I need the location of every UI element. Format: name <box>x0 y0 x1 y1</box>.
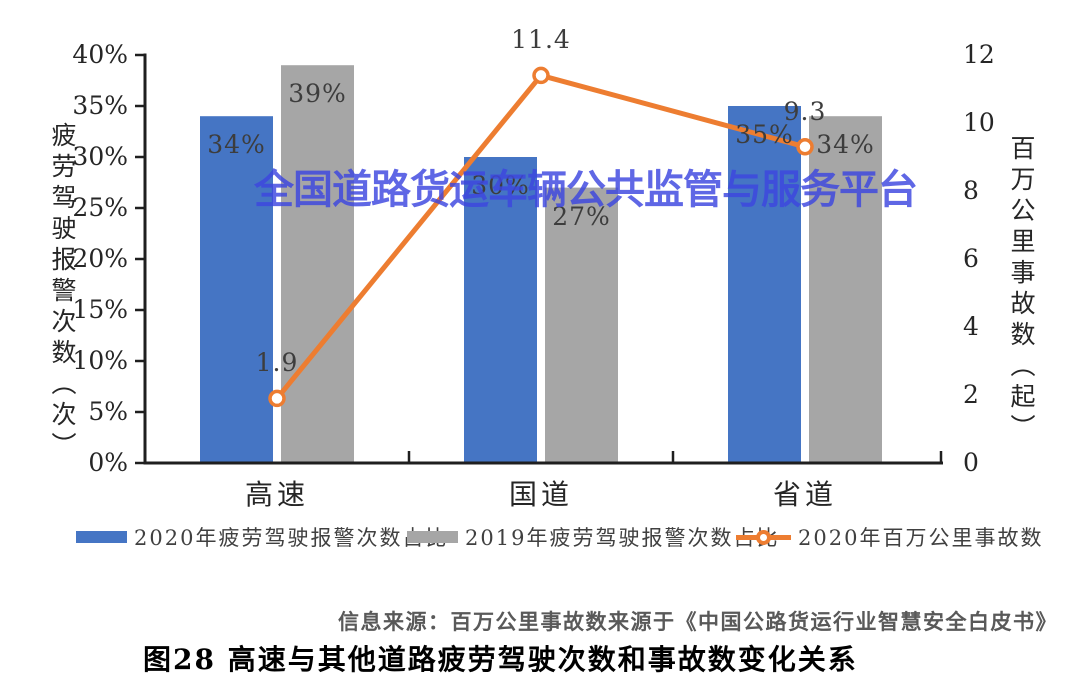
bar-2019年疲劳驾驶报警次数占比-国道 <box>545 187 618 463</box>
legend-item-2019-bar: 2019年疲劳驾驶报警次数占比 <box>407 522 779 552</box>
right-axis-title: 百万公里事故数（起） <box>1007 135 1036 445</box>
chart-legend: 2020年疲劳驾驶报警次数占比 2019年疲劳驾驶报警次数占比 2020年百万公… <box>0 522 1080 552</box>
bar-2020年疲劳驾驶报警次数占比-省道 <box>728 106 801 463</box>
legend-line-marker-icon <box>736 529 791 545</box>
legend-label-2020-bar: 2020年疲劳驾驶报警次数占比 <box>134 526 449 550</box>
source-note: 信息来源：百万公里事故数来源于《中国公路货运行业智慧安全白皮书》 <box>338 609 1058 634</box>
legend-item-2020-bar: 2020年疲劳驾驶报警次数占比 <box>76 522 448 552</box>
legend-label-2019-bar: 2019年疲劳驾驶报警次数占比 <box>465 526 780 550</box>
bar-2019年疲劳驾驶报警次数占比-省道 <box>809 116 882 463</box>
bar-2020年疲劳驾驶报警次数占比-高速 <box>200 116 273 463</box>
legend-swatch-gray <box>407 531 458 543</box>
legend-swatch-blue <box>76 531 127 543</box>
watermark-text: 全国道路货运车辆公共监管与服务平台 <box>254 167 918 213</box>
legend-label-2020-line: 2020年百万公里事故数 <box>798 526 1044 550</box>
line-marker-国道 <box>532 66 550 85</box>
line-marker-高速 <box>268 389 286 408</box>
legend-item-2020-line: 2020年百万公里事故数 <box>735 522 1043 552</box>
bar-2020年疲劳驾驶报警次数占比-国道 <box>464 157 537 463</box>
left-axis-title: 疲劳驾驶报警次数（次） <box>48 122 77 463</box>
figure-caption: 图28 高速与其他道路疲劳驾驶次数和事故数变化关系 <box>143 643 858 676</box>
line-marker-省道 <box>796 138 814 156</box>
line-2020年百万公里事故数 <box>274 72 808 401</box>
bar-2019年疲劳驾驶报警次数占比-高速 <box>281 65 354 463</box>
